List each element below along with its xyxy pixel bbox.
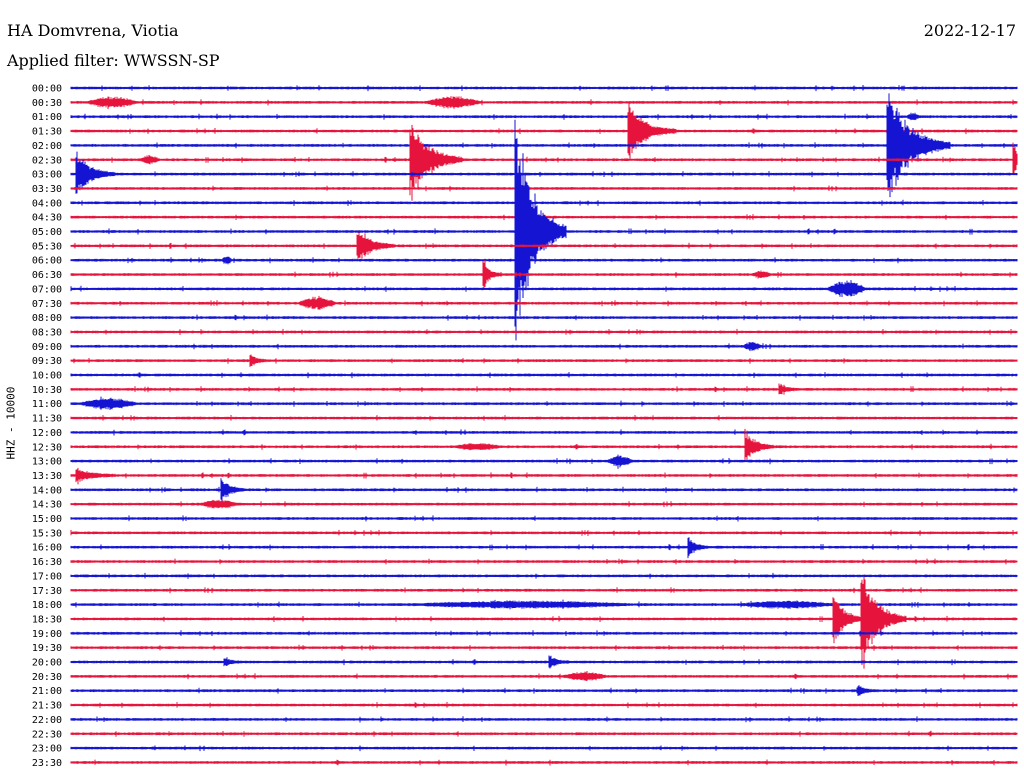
time-tick-label: 00:00 [32, 84, 62, 95]
time-tick-label: 12:00 [32, 428, 62, 439]
time-tick-label: 14:00 [32, 485, 62, 496]
time-tick-label: 23:30 [32, 758, 62, 769]
seismic-trace [70, 119, 1018, 341]
time-tick-label: 15:30 [32, 528, 62, 539]
time-tick-label: 16:00 [32, 543, 62, 554]
time-tick-label: 22:30 [32, 729, 62, 740]
time-tick-label: 06:00 [32, 256, 62, 267]
time-tick-label: 23:00 [32, 744, 62, 755]
time-tick-label: 09:30 [32, 356, 62, 367]
time-tick-label: 16:30 [32, 557, 62, 568]
time-tick-label: 04:00 [32, 198, 62, 209]
time-tick-label: 17:00 [32, 571, 62, 582]
time-tick-label: 17:30 [32, 586, 62, 597]
time-tick-label: 19:00 [32, 629, 62, 640]
time-tick-label: 12:30 [32, 442, 62, 453]
time-tick-label: 09:00 [32, 342, 62, 353]
time-tick-label: 01:30 [32, 127, 62, 138]
time-tick-label: 10:30 [32, 385, 62, 396]
time-tick-label: 10:00 [32, 371, 62, 382]
time-tick-label: 05:00 [32, 227, 62, 238]
time-tick-label: 19:30 [32, 643, 62, 654]
time-tick-label: 15:00 [32, 514, 62, 525]
seismic-trace [70, 428, 1018, 462]
time-tick-label: 13:30 [32, 471, 62, 482]
time-tick-label: 13:00 [32, 457, 62, 468]
time-tick-label: 04:30 [32, 213, 62, 224]
time-tick-label: 05:30 [32, 241, 62, 252]
time-tick-label: 18:30 [32, 614, 62, 625]
time-tick-label: 21:30 [32, 701, 62, 712]
time-tick-label: 11:30 [32, 414, 62, 425]
time-tick-label: 18:00 [32, 600, 62, 611]
time-label-group: 00:00 00:30 01:00 01:30 02:00 02:30 03:00 03:30… [32, 84, 62, 769]
filter-label: Applied filter: WWSSN-SP [7, 51, 220, 70]
time-tick-label: 21:00 [32, 686, 62, 697]
time-tick-label: 06:30 [32, 270, 62, 281]
time-tick-label: 00:30 [32, 98, 62, 109]
trace-group [70, 85, 1018, 766]
time-tick-label: 02:00 [32, 141, 62, 152]
time-tick-label: 22:00 [32, 715, 62, 726]
time-tick-label: 01:00 [32, 112, 62, 123]
time-tick-label: 08:30 [32, 327, 62, 338]
date-label: 2022-12-17 [923, 21, 1016, 40]
time-tick-label: 02:30 [32, 155, 62, 166]
station-title: HA Domvrena, Viotia [7, 21, 179, 40]
time-tick-label: 20:00 [32, 658, 62, 669]
time-tick-label: 03:00 [32, 170, 62, 181]
time-tick-label: 11:00 [32, 399, 62, 410]
time-tick-label: 08:00 [32, 313, 62, 324]
time-tick-label: 20:30 [32, 672, 62, 683]
time-tick-label: 07:00 [32, 284, 62, 295]
time-tick-label: 14:30 [32, 500, 62, 511]
time-tick-label: 07:30 [32, 299, 62, 310]
time-tick-label: 03:30 [32, 184, 62, 195]
